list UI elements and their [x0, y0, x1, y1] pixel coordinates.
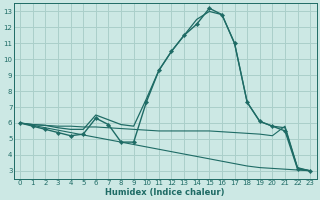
X-axis label: Humidex (Indice chaleur): Humidex (Indice chaleur): [106, 188, 225, 197]
